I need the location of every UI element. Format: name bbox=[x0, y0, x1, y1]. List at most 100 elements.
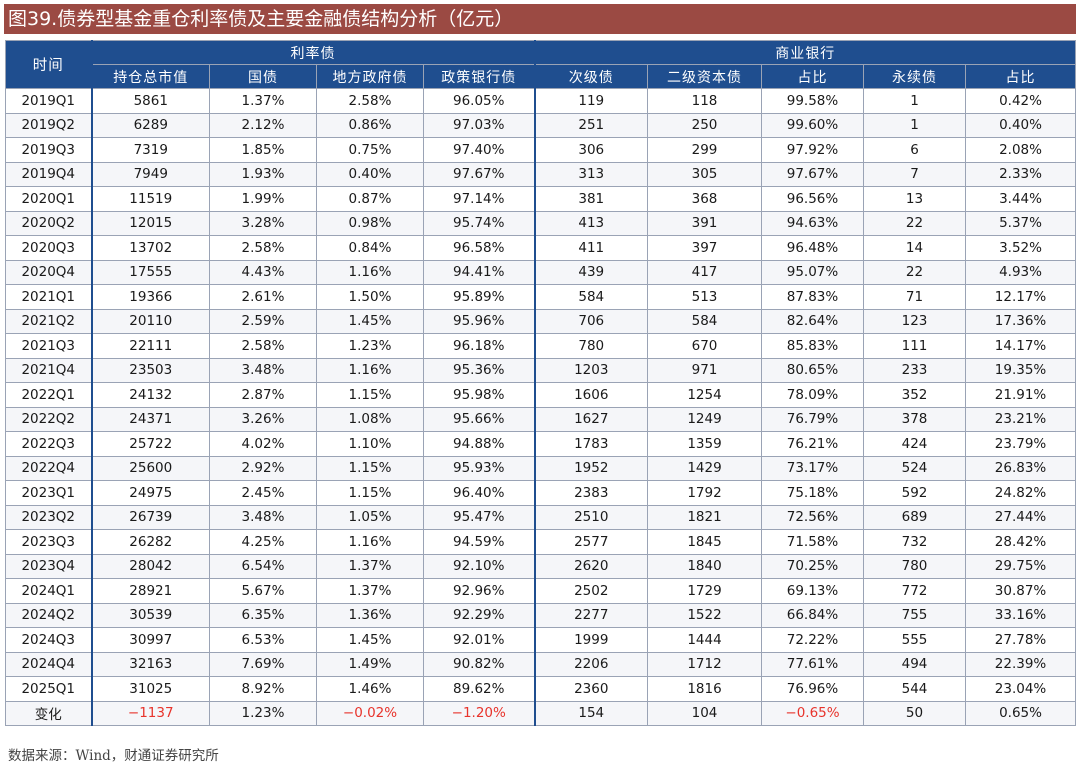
value-cell: 352 bbox=[863, 382, 966, 408]
value-cell: 92.10% bbox=[423, 553, 536, 579]
value-cell: 70.25% bbox=[761, 553, 864, 579]
value-cell: 413 bbox=[534, 210, 648, 236]
value-cell: 1444 bbox=[647, 627, 762, 653]
value-cell: 77.61% bbox=[761, 651, 864, 677]
value-cell: 97.14% bbox=[423, 186, 536, 212]
bond-structure-table: 时间 利率债 商业银行 持仓总市值 国债 地方政府债 政策银行债 次级债 二级资… bbox=[5, 40, 1077, 726]
value-cell: 73.17% bbox=[761, 455, 864, 481]
value-cell: 1.16% bbox=[316, 259, 424, 285]
value-cell: 90.82% bbox=[423, 651, 536, 677]
value-cell: 1359 bbox=[647, 431, 762, 457]
value-cell: −1.20% bbox=[423, 700, 536, 726]
value-cell: 92.96% bbox=[423, 578, 536, 604]
value-cell: 28.42% bbox=[964, 529, 1077, 555]
value-cell: 118 bbox=[647, 88, 762, 114]
value-cell: 94.63% bbox=[761, 210, 864, 236]
period-cell: 2024Q2 bbox=[5, 602, 93, 628]
value-cell: 1783 bbox=[534, 431, 648, 457]
period-cell: 2020Q4 bbox=[5, 259, 93, 285]
value-cell: 2510 bbox=[534, 504, 648, 530]
value-cell: 2502 bbox=[534, 578, 648, 604]
header-group-rate-bonds: 利率债 bbox=[91, 40, 536, 65]
table-row: 2023Q1 24975 2.45% 1.15% 96.40% 2383 1792 75.18… bbox=[5, 480, 1077, 506]
table-row: 2020Q3 13702 2.58% 0.84% 96.58% 411 397 96.48% 1… bbox=[5, 235, 1077, 261]
value-cell: 31025 bbox=[91, 676, 210, 702]
table-row: 2019Q1 5861 1.37% 2.58% 96.05% 119 118 99.58% 1 0… bbox=[5, 88, 1077, 114]
value-cell: 1 bbox=[863, 112, 966, 138]
value-cell: 494 bbox=[863, 651, 966, 677]
value-cell: 92.01% bbox=[423, 627, 536, 653]
value-cell: −1137 bbox=[91, 700, 210, 726]
value-cell: 1.50% bbox=[316, 284, 424, 310]
value-cell: 104 bbox=[647, 700, 762, 726]
value-cell: 1.36% bbox=[316, 602, 424, 628]
period-cell: 2021Q3 bbox=[5, 333, 93, 359]
table-row: 2020Q1 11519 1.99% 0.87% 97.14% 381 368 96.56% 1… bbox=[5, 186, 1077, 212]
value-cell: 5.67% bbox=[209, 578, 317, 604]
value-cell: 2.12% bbox=[209, 112, 317, 138]
value-cell: 25722 bbox=[91, 431, 210, 457]
value-cell: 22.39% bbox=[964, 651, 1077, 677]
table-row: 2022Q1 24132 2.87% 1.15% 95.98% 1606 1254 78.09… bbox=[5, 382, 1077, 408]
value-cell: 670 bbox=[647, 333, 762, 359]
value-cell: 2.58% bbox=[209, 333, 317, 359]
value-cell: 96.40% bbox=[423, 480, 536, 506]
value-cell: 97.92% bbox=[761, 137, 864, 163]
value-cell: 96.58% bbox=[423, 235, 536, 261]
value-cell: 3.48% bbox=[209, 357, 317, 383]
value-cell: 2577 bbox=[534, 529, 648, 555]
table-row: 2022Q3 25722 4.02% 1.10% 94.88% 1783 1359 76.21… bbox=[5, 431, 1077, 457]
value-cell: 0.98% bbox=[316, 210, 424, 236]
value-cell: 87.83% bbox=[761, 284, 864, 310]
value-cell: 32163 bbox=[91, 651, 210, 677]
period-cell: 2020Q1 bbox=[5, 186, 93, 212]
value-cell: 1.15% bbox=[316, 455, 424, 481]
value-cell: 97.40% bbox=[423, 137, 536, 163]
value-cell: 92.29% bbox=[423, 602, 536, 628]
value-cell: 97.67% bbox=[423, 161, 536, 187]
value-cell: 119 bbox=[534, 88, 648, 114]
value-cell: 95.98% bbox=[423, 382, 536, 408]
value-cell: 76.21% bbox=[761, 431, 864, 457]
value-cell: 1.37% bbox=[209, 88, 317, 114]
value-cell: 251 bbox=[534, 112, 648, 138]
value-cell: 33.16% bbox=[964, 602, 1077, 628]
period-cell: 2022Q3 bbox=[5, 431, 93, 457]
value-cell: 424 bbox=[863, 431, 966, 457]
table-row: 2023Q4 28042 6.54% 1.37% 92.10% 2620 1840 70.25… bbox=[5, 553, 1077, 579]
value-cell: 0.87% bbox=[316, 186, 424, 212]
period-cell: 2025Q1 bbox=[5, 676, 93, 702]
value-cell: 592 bbox=[863, 480, 966, 506]
value-cell: 417 bbox=[647, 259, 762, 285]
value-cell: 22111 bbox=[91, 333, 210, 359]
value-cell: 0.86% bbox=[316, 112, 424, 138]
value-cell: 27.44% bbox=[964, 504, 1077, 530]
value-cell: 13 bbox=[863, 186, 966, 212]
value-cell: 0.40% bbox=[964, 112, 1077, 138]
header-policy-bank-bond: 政策银行债 bbox=[423, 64, 536, 89]
header-treasury: 国债 bbox=[209, 64, 317, 89]
period-cell: 变化 bbox=[5, 700, 93, 726]
value-cell: 3.44% bbox=[964, 186, 1077, 212]
value-cell: 23503 bbox=[91, 357, 210, 383]
value-cell: 13702 bbox=[91, 235, 210, 261]
value-cell: 30997 bbox=[91, 627, 210, 653]
value-cell: 1.05% bbox=[316, 504, 424, 530]
period-cell: 2019Q2 bbox=[5, 112, 93, 138]
value-cell: 1816 bbox=[647, 676, 762, 702]
header-tier2-capital-bond: 二级资本债 bbox=[647, 64, 762, 89]
value-cell: 6.54% bbox=[209, 553, 317, 579]
value-cell: 2.87% bbox=[209, 382, 317, 408]
value-cell: 971 bbox=[647, 357, 762, 383]
value-cell: 584 bbox=[534, 284, 648, 310]
value-cell: 20110 bbox=[91, 308, 210, 334]
value-cell: 1627 bbox=[534, 406, 648, 432]
value-cell: 71 bbox=[863, 284, 966, 310]
period-cell: 2024Q1 bbox=[5, 578, 93, 604]
value-cell: 14 bbox=[863, 235, 966, 261]
value-cell: 439 bbox=[534, 259, 648, 285]
value-cell: 7949 bbox=[91, 161, 210, 187]
table-row: 2019Q3 7319 1.85% 0.75% 97.40% 306 299 97.92% 6 2… bbox=[5, 137, 1077, 163]
period-cell: 2023Q4 bbox=[5, 553, 93, 579]
value-cell: 95.66% bbox=[423, 406, 536, 432]
